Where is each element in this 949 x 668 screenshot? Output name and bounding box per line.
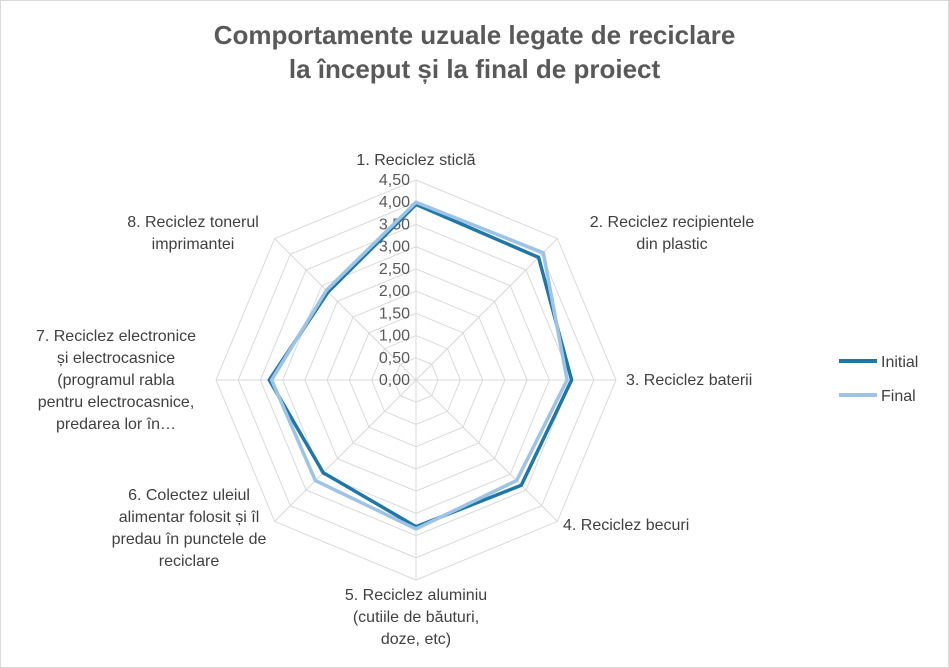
category-label-line: predau în punctele de [112,531,267,548]
chart-title-line-1: Comportamente uzuale legate de reciclare [213,20,736,50]
legend-label-final: Final [881,388,916,405]
category-label: 5. Reciclez aluminiu (cutiile de băuturi,… [345,587,487,648]
category-label: 8. Reciclez tonerul imprimantei [127,214,259,253]
grid-spoke [274,379,417,522]
category-label-line: (cutiile de băuturi, [353,609,479,626]
legend: Initial Final [839,354,918,405]
category-label-line: și electrocasnice [57,350,175,367]
radial-tick-label: 2,00 [379,283,410,300]
radar-grid [215,179,617,581]
category-label: 2. Reciclez recipientele din plastic [590,214,755,253]
radial-tick-label: 1,00 [379,328,410,345]
category-label-line: (programul rabla [57,372,174,389]
category-label-line: doze, etc) [381,631,451,648]
radar-series [267,200,574,531]
category-label: 3. Reciclez baterii [626,372,752,389]
category-label-line: 1. Reciclez sticlă [356,152,475,169]
category-label-line: 7. Reciclez electronice [36,328,196,345]
radial-tick-label: 0,50 [379,350,410,367]
category-label-line: 6. Colectez uleiul [128,487,250,504]
category-label-line: imprimantei [152,236,235,253]
radial-tick-label: 4,50 [379,172,410,189]
category-label-line: 3. Reciclez baterii [626,372,752,389]
category-label-line: 8. Reciclez tonerul [127,214,259,231]
legend-label-initial: Initial [881,354,918,371]
category-label-line: 2. Reciclez recipientele [590,214,755,231]
category-labels: 1. Reciclez sticlă 2. Reciclez recipiente… [36,152,754,648]
category-label-line: reciclare [159,553,220,570]
grid-spoke [415,238,558,381]
category-label-line: 5. Reciclez aluminiu [345,587,487,604]
radial-tick-label: 1,50 [379,305,410,322]
radial-tick-label: 2,50 [379,261,410,278]
radial-tick-label: 0,00 [379,372,410,389]
radial-tick-labels: 0,000,501,001,502,002,503,003,504,004,50 [379,172,410,389]
category-label: 6. Colectez uleiul alimentar folosit și î… [112,487,267,570]
category-label-line: 4. Reciclez becuri [563,517,689,534]
radial-tick-label: 3,00 [379,239,410,256]
grid-spoke [415,379,558,522]
radial-tick-label: 4,00 [379,194,410,211]
series-line-final [269,200,569,531]
category-label-line: alimentar folosit și îl [119,509,260,526]
category-label-line: pentru electrocasnice, [38,394,195,411]
chart-title-line-2: la început și la final de proiect [288,54,661,84]
category-label-line: predarea lor în… [56,416,176,433]
category-label: 4. Reciclez becuri [563,517,689,534]
category-label: 1. Reciclez sticlă [356,152,475,169]
category-label-line: din plastic [636,236,707,253]
category-label: 7. Reciclez electronice și electrocasnice… [36,328,196,433]
grid-spoke [274,238,417,381]
